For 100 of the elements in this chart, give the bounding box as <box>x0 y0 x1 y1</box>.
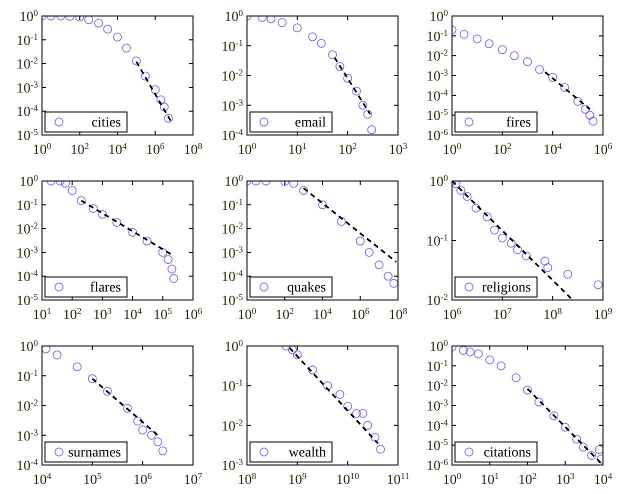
y-tick-label: 10$^{-4}$ <box>222 268 244 286</box>
y-tick-label: 10$^{-1}$ <box>426 28 448 45</box>
y-tick-label: 10$^{-5}$ <box>222 292 244 309</box>
x-tick-label: 10$^{9}$ <box>594 306 613 323</box>
x-tick-label: 10$^{0}$ <box>32 141 52 158</box>
x-tick-label: 10$^{2}$ <box>518 471 537 488</box>
legend-label: surnames <box>68 446 121 460</box>
y-tick-label: 10$^{-1}$ <box>426 232 448 250</box>
legend-label: wealth <box>288 446 326 460</box>
x-tick-label: 10$^{2}$ <box>493 141 512 158</box>
y-tick-label: 10$^{-4}$ <box>16 103 38 120</box>
point <box>84 16 94 24</box>
y-tick-label: 10$^{0}$ <box>20 8 38 25</box>
y-tick-label: 10$^{-1}$ <box>222 38 243 55</box>
x-tick-label: 10$^{0}$ <box>238 306 257 323</box>
y-tick-label: 10$^{-4}$ <box>426 87 448 104</box>
x-tick-label: 10$^{10}$ <box>336 471 360 488</box>
x-tick-label: 10$^{4}$ <box>123 306 142 323</box>
y-tick-label: 10$^{0}$ <box>224 8 244 25</box>
x-tick-label: 10$^{2}$ <box>338 141 357 158</box>
y-tick-label: 10$^{-2}$ <box>426 48 448 65</box>
x-tick-label: 10$^{2}$ <box>62 306 82 323</box>
y-tick-label: 10$^{0}$ <box>430 173 448 190</box>
point <box>103 24 112 34</box>
y-tick-label: 10$^{-3}$ <box>222 97 244 114</box>
y-tick-label: 10$^{0}$ <box>20 338 38 355</box>
x-tick-label: 10$^{9}$ <box>288 471 308 488</box>
y-tick-label: 10$^{-5}$ <box>16 127 38 144</box>
x-tick-label: 10$^{2}$ <box>70 141 89 158</box>
y-tick-label: 10$^{-1}$ <box>16 32 38 49</box>
x-tick-label: 10$^{4}$ <box>313 306 332 323</box>
y-tick-label: 10$^{-4}$ <box>222 127 244 144</box>
point <box>122 44 131 53</box>
x-tick-label: 10$^{7}$ <box>493 306 512 323</box>
point <box>150 85 160 94</box>
y-tick-label: 10$^{-2}$ <box>222 68 243 84</box>
x-tick-label: 10$^{0}$ <box>442 141 462 158</box>
y-tick-label: 10$^{-5}$ <box>426 107 448 124</box>
y-tick-label: 10$^{-6}$ <box>426 457 448 474</box>
x-tick-label: 10$^{8}$ <box>184 141 203 158</box>
x-tick-label: 10$^{5}$ <box>83 471 102 488</box>
x-tick-label: 10$^{6}$ <box>184 306 203 323</box>
y-tick-label: 10$^{-5}$ <box>426 437 448 454</box>
y-tick-label: 10$^{0}$ <box>20 173 38 190</box>
x-tick-label: 10$^{2}$ <box>276 306 294 323</box>
point <box>113 32 122 42</box>
x-tick-label: 10$^{6}$ <box>594 141 613 158</box>
x-tick-label: 10$^{1}$ <box>32 306 52 323</box>
point <box>140 72 150 80</box>
legend-label: cities <box>91 116 121 130</box>
y-tick-label: 10$^{-3}$ <box>222 457 244 474</box>
x-tick-label: 10$^{3}$ <box>93 306 112 323</box>
y-tick-label: 10$^{-5}$ <box>16 292 38 309</box>
x-tick-label: 10$^{7}$ <box>184 471 203 488</box>
x-tick-label: 10$^{8}$ <box>543 306 562 323</box>
x-tick-label: 10$^{8}$ <box>238 471 257 488</box>
y-tick-label: 10$^{-2}$ <box>16 220 38 238</box>
y-tick-label: 10$^{-2}$ <box>222 417 243 434</box>
legend-label: citations <box>484 446 531 460</box>
x-tick-label: 10$^{8}$ <box>388 306 408 323</box>
y-tick-label: 10$^{-3}$ <box>426 398 448 414</box>
x-tick-label: 10$^{11}$ <box>386 471 410 488</box>
legend-label: quakes <box>287 280 326 296</box>
y-tick-label: 10$^{0}$ <box>224 338 244 355</box>
y-tick-label: 10$^{0}$ <box>430 338 448 355</box>
x-tick-label: 10$^{4}$ <box>32 471 52 488</box>
x-tick-label: 10$^{1}$ <box>288 141 307 158</box>
y-tick-label: 10$^{-3}$ <box>16 244 38 262</box>
y-tick-label: 10$^{-2}$ <box>16 56 38 73</box>
y-tick-label: 10$^{-3}$ <box>426 68 448 84</box>
point <box>94 18 104 28</box>
y-tick-label: 10$^{0}$ <box>224 173 244 190</box>
y-tick-label: 10$^{-1}$ <box>16 368 38 385</box>
x-tick-label: 10$^{3}$ <box>388 141 408 158</box>
y-tick-label: 10$^{-4}$ <box>16 268 38 286</box>
x-tick-label: 10$^{6}$ <box>133 471 152 488</box>
y-tick-label: 10$^{-3}$ <box>16 79 38 96</box>
x-tick-label: 10$^{6}$ <box>146 141 165 158</box>
x-tick-label: 10$^{6}$ <box>351 306 370 323</box>
y-tick-label: 10$^{-3}$ <box>16 427 38 444</box>
y-tick-label: 10$^{-1}$ <box>222 196 243 214</box>
x-tick-label: 10$^{3}$ <box>556 471 575 488</box>
x-tick-label: 10$^{4}$ <box>543 141 562 158</box>
legend-label: flares <box>90 280 121 296</box>
x-tick-label: 10$^{0}$ <box>442 471 462 488</box>
y-tick-label: 10$^{-2}$ <box>426 378 448 395</box>
x-tick-label: 10$^{1}$ <box>480 471 499 488</box>
legend-label: fires <box>506 116 531 130</box>
x-tick-label: 10$^{5}$ <box>154 306 173 323</box>
x-tick-label: 10$^{0}$ <box>238 141 257 158</box>
legend-label: email <box>294 116 326 130</box>
x-tick-label: 10$^{4}$ <box>594 471 613 488</box>
y-tick-label: 10$^{-1}$ <box>426 358 448 375</box>
point <box>132 56 141 66</box>
y-tick-label: 10$^{-3}$ <box>222 244 244 262</box>
x-tick-label: 10$^{6}$ <box>442 306 462 323</box>
y-tick-label: 10$^{-2}$ <box>222 220 243 238</box>
y-tick-label: 10$^{-2}$ <box>16 398 38 414</box>
y-tick-label: 10$^{-4}$ <box>426 417 448 434</box>
y-tick-label: 10$^{-4}$ <box>16 457 38 474</box>
